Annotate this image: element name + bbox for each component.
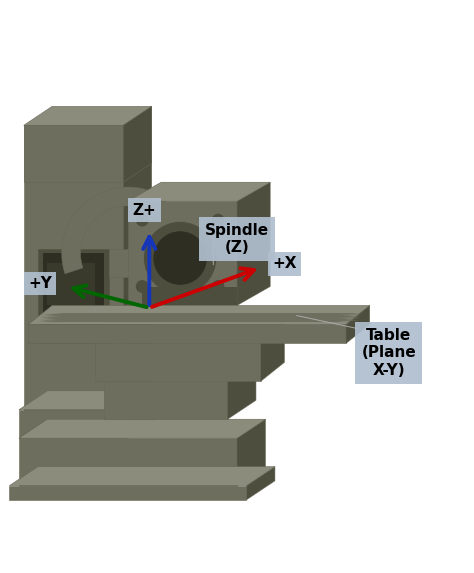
Circle shape bbox=[212, 281, 224, 292]
Polygon shape bbox=[346, 305, 370, 343]
Polygon shape bbox=[246, 466, 275, 500]
Polygon shape bbox=[123, 107, 152, 182]
Circle shape bbox=[145, 222, 216, 293]
Polygon shape bbox=[43, 253, 104, 339]
Polygon shape bbox=[38, 319, 361, 321]
Polygon shape bbox=[95, 343, 261, 381]
Polygon shape bbox=[24, 107, 152, 125]
Polygon shape bbox=[237, 419, 265, 485]
Polygon shape bbox=[39, 316, 362, 318]
Text: +Y: +Y bbox=[28, 276, 52, 291]
Polygon shape bbox=[39, 317, 361, 319]
Polygon shape bbox=[104, 381, 228, 419]
Polygon shape bbox=[95, 324, 284, 343]
Polygon shape bbox=[237, 182, 270, 305]
Polygon shape bbox=[228, 362, 256, 419]
Polygon shape bbox=[9, 466, 275, 485]
Polygon shape bbox=[24, 125, 123, 429]
Polygon shape bbox=[109, 249, 180, 277]
Circle shape bbox=[212, 214, 224, 226]
Polygon shape bbox=[128, 201, 237, 305]
Polygon shape bbox=[19, 438, 237, 485]
Text: Spindle
(Z): Spindle (Z) bbox=[205, 223, 269, 256]
Polygon shape bbox=[19, 419, 265, 438]
Polygon shape bbox=[24, 125, 123, 182]
Polygon shape bbox=[19, 391, 156, 410]
Circle shape bbox=[154, 232, 206, 284]
Polygon shape bbox=[40, 313, 363, 315]
Polygon shape bbox=[38, 320, 360, 322]
Polygon shape bbox=[62, 187, 167, 274]
Polygon shape bbox=[19, 410, 128, 438]
Polygon shape bbox=[142, 286, 237, 305]
Polygon shape bbox=[38, 249, 109, 343]
Polygon shape bbox=[104, 362, 256, 381]
Polygon shape bbox=[28, 305, 370, 324]
Text: Table
(Plane
X-Y): Table (Plane X-Y) bbox=[361, 328, 416, 378]
Polygon shape bbox=[123, 107, 152, 429]
Polygon shape bbox=[180, 234, 209, 277]
Polygon shape bbox=[9, 485, 246, 500]
Polygon shape bbox=[128, 391, 156, 438]
Polygon shape bbox=[40, 315, 362, 316]
Circle shape bbox=[137, 281, 148, 292]
Polygon shape bbox=[128, 182, 270, 201]
Text: +X: +X bbox=[273, 256, 297, 271]
Circle shape bbox=[137, 214, 148, 226]
Polygon shape bbox=[47, 263, 95, 305]
Polygon shape bbox=[28, 324, 346, 343]
Text: Z+: Z+ bbox=[133, 203, 156, 218]
Polygon shape bbox=[261, 324, 284, 381]
